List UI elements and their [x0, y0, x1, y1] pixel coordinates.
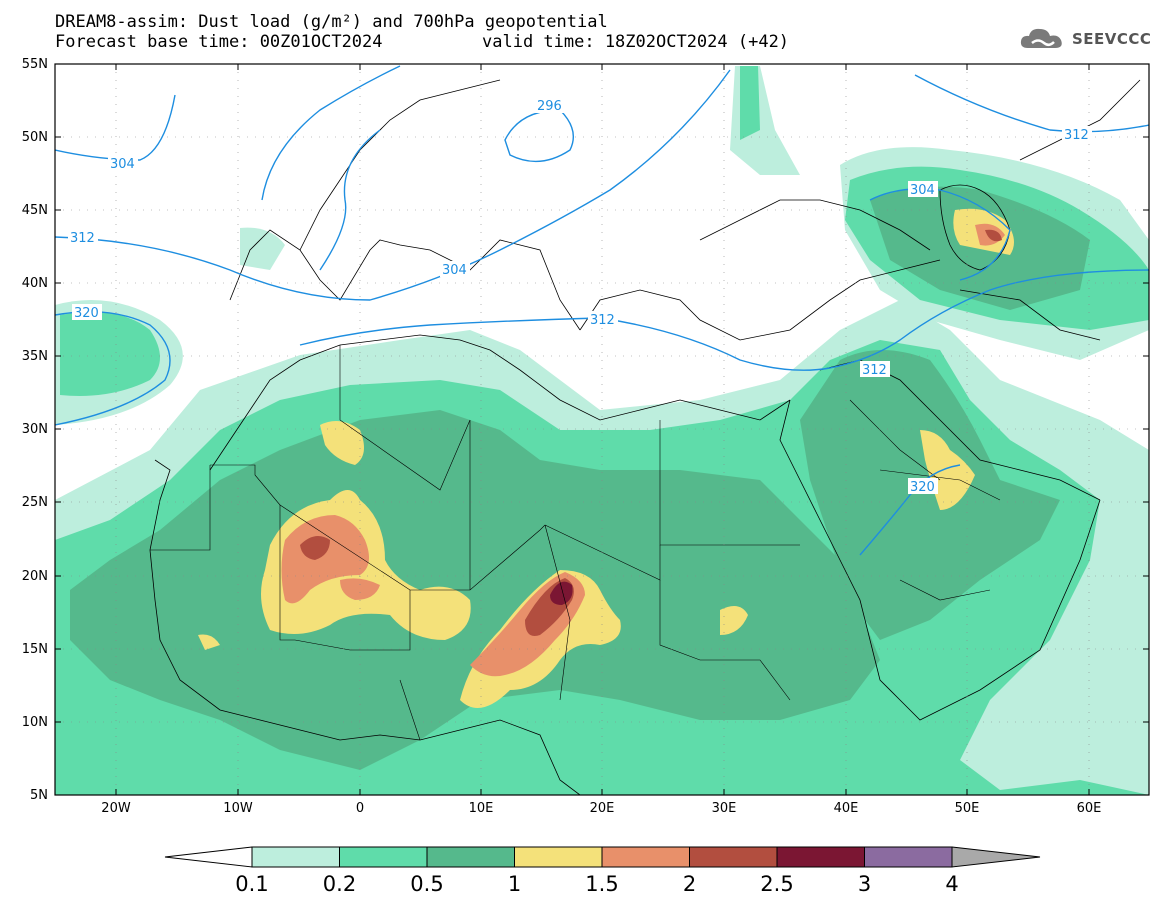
lon-label: 50E	[954, 801, 980, 816]
colorbar-label: 0.2	[322, 872, 357, 896]
lat-label: 15N	[21, 642, 48, 657]
country-borders	[150, 345, 1001, 741]
lat-label: 55N	[21, 57, 48, 72]
contour-label: 296	[537, 99, 562, 114]
lat-label: 45N	[21, 203, 48, 218]
lon-label: 20E	[589, 801, 615, 816]
lat-label: 30N	[21, 422, 48, 437]
lon-label: 0	[355, 801, 365, 816]
cloud-icon	[1020, 28, 1062, 48]
coastlines	[149, 79, 1141, 795]
lon-label: 30E	[711, 801, 737, 816]
colorbar-label: 1.5	[585, 872, 619, 896]
contour-label: 312	[862, 363, 887, 378]
lat-label: 20N	[21, 569, 48, 584]
lat-label: 10N	[21, 715, 48, 730]
seevccc-logo: SEEVCCC	[1018, 26, 1151, 52]
colorbar-label: 2	[682, 872, 697, 896]
contour-label: 312	[70, 231, 95, 246]
lat-label: 25N	[21, 495, 48, 510]
colorbar-label: 0.1	[235, 872, 269, 896]
contour-label: 304	[110, 157, 135, 172]
contour-label: 320	[910, 480, 935, 495]
contour-label: 320	[74, 306, 99, 321]
colorbar-label: 1	[507, 872, 522, 896]
colorbar-label: 3	[857, 872, 872, 896]
lon-label: 20W	[101, 801, 131, 816]
contour-label: 312	[1064, 128, 1089, 143]
contour-label: 304	[910, 183, 935, 198]
lat-label: 35N	[21, 349, 48, 364]
contour-label: 304	[442, 263, 467, 278]
colorbar-label: 2.5	[760, 872, 794, 896]
contour-labels: 296 304 304 304 304 312 312 312 312 312 …	[70, 99, 1089, 495]
lon-label: 40E	[833, 801, 859, 816]
dust-layer-0-5	[70, 186, 1090, 770]
lon-label: 60E	[1076, 801, 1102, 816]
valid-time: valid time: 18Z02OCT2024 (+42)	[482, 32, 790, 52]
geopotential-contours	[55, 65, 1149, 556]
lon-label: 10W	[223, 801, 253, 816]
colorbar-label: 0.5	[410, 872, 444, 896]
forecast-base-time: Forecast base time: 00Z01OCT2024	[55, 32, 383, 52]
axis-ticks	[55, 64, 1149, 795]
lon-label: 10E	[468, 801, 494, 816]
map-title: DREAM8-assim: Dust load (g/m²) and 700hP…	[55, 12, 608, 32]
contour-label: 312	[590, 313, 615, 328]
logo-text: SEEVCCC	[1072, 30, 1152, 48]
lat-label: 5N	[30, 788, 48, 803]
lat-label: 50N	[21, 130, 48, 145]
lat-label: 40N	[21, 276, 48, 291]
dust-layer-2-5	[550, 581, 573, 605]
colorbar-label: 4	[945, 872, 959, 896]
